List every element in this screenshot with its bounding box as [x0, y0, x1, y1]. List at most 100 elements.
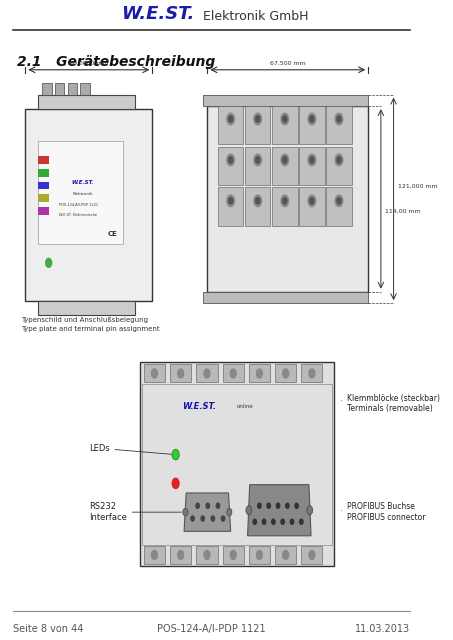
Circle shape [178, 369, 183, 378]
Circle shape [206, 503, 209, 508]
Circle shape [307, 506, 313, 515]
Circle shape [283, 369, 289, 378]
Circle shape [228, 198, 233, 204]
Circle shape [299, 519, 303, 524]
Circle shape [276, 503, 280, 508]
Circle shape [196, 503, 199, 508]
Circle shape [286, 503, 289, 508]
Circle shape [258, 503, 261, 508]
Bar [326, 147, 352, 185]
Bar [326, 188, 352, 226]
Circle shape [310, 198, 314, 204]
Circle shape [310, 116, 314, 122]
Circle shape [227, 113, 235, 125]
Bar [38, 169, 48, 177]
Circle shape [254, 195, 261, 207]
Bar [272, 188, 298, 226]
Bar [245, 147, 270, 185]
Bar [249, 365, 270, 382]
Bar [299, 106, 325, 144]
Circle shape [254, 113, 261, 125]
Circle shape [191, 516, 194, 521]
Circle shape [335, 113, 343, 125]
Bar [38, 182, 48, 189]
Circle shape [172, 449, 179, 460]
Circle shape [308, 154, 316, 166]
Circle shape [204, 369, 210, 378]
Circle shape [309, 369, 315, 378]
Bar [222, 546, 244, 564]
Circle shape [246, 506, 252, 515]
Text: W.E.ST.: W.E.ST. [71, 180, 94, 186]
Text: RS232
Interface: RS232 Interface [89, 502, 181, 522]
Circle shape [151, 550, 158, 559]
Circle shape [211, 516, 215, 521]
Circle shape [281, 154, 289, 166]
Circle shape [308, 195, 316, 207]
Circle shape [262, 519, 266, 524]
Text: Elektronik GmbH: Elektronik GmbH [199, 10, 308, 23]
Circle shape [256, 369, 262, 378]
Bar [218, 147, 243, 185]
Circle shape [151, 369, 158, 378]
Bar [299, 188, 325, 226]
Bar [38, 195, 48, 202]
Circle shape [256, 550, 262, 559]
Text: Typenschild und Anschlußsbelegung
Type plate and terminal pin assignment: Typenschild und Anschlußsbelegung Type p… [21, 317, 160, 332]
Circle shape [309, 550, 315, 559]
Bar [301, 546, 323, 564]
Circle shape [283, 116, 287, 122]
Text: 114,00 mm: 114,00 mm [385, 209, 421, 214]
Text: POS-124-A/I-PDP 1121: POS-124-A/I-PDP 1121 [59, 204, 98, 207]
Circle shape [308, 113, 316, 125]
Bar [196, 546, 217, 564]
Circle shape [283, 550, 289, 559]
Polygon shape [248, 484, 311, 536]
Circle shape [204, 550, 210, 559]
Circle shape [290, 519, 294, 524]
Bar [249, 546, 270, 564]
Bar [55, 83, 64, 95]
Polygon shape [184, 493, 231, 531]
Bar [25, 109, 152, 301]
Text: Klemmblöcke (steckbar)
Terminals (removable): Klemmblöcke (steckbar) Terminals (remova… [341, 394, 440, 413]
Text: W.E.ST. Elektronische: W.E.ST. Elektronische [59, 213, 97, 217]
Text: POS-124-A/I-PDP 1121: POS-124-A/I-PDP 1121 [157, 624, 266, 634]
Text: CE: CE [107, 231, 117, 237]
Circle shape [255, 198, 260, 204]
Bar [38, 301, 135, 316]
Circle shape [222, 516, 225, 521]
Bar [207, 106, 368, 292]
Circle shape [283, 198, 287, 204]
Circle shape [255, 157, 260, 163]
Bar [67, 83, 77, 95]
Bar [42, 83, 52, 95]
Circle shape [228, 157, 233, 163]
Text: 67,500 mm: 67,500 mm [270, 61, 306, 66]
Bar [144, 546, 165, 564]
Bar [38, 207, 48, 215]
Circle shape [337, 198, 341, 204]
Circle shape [227, 508, 232, 516]
Bar [218, 106, 243, 144]
Circle shape [227, 154, 235, 166]
Circle shape [254, 154, 261, 166]
Bar [170, 546, 191, 564]
Text: 121,000 mm: 121,000 mm [398, 184, 438, 189]
Bar [245, 188, 270, 226]
Bar [38, 141, 123, 244]
Circle shape [228, 116, 233, 122]
Bar [272, 106, 298, 144]
Bar [144, 365, 165, 382]
Bar [80, 83, 90, 95]
Bar [326, 106, 352, 144]
Circle shape [281, 519, 284, 524]
Bar [301, 365, 323, 382]
Text: LEDs: LEDs [89, 444, 173, 454]
Circle shape [281, 113, 289, 125]
Circle shape [281, 195, 289, 207]
Circle shape [183, 508, 188, 516]
Text: online: online [237, 404, 254, 409]
Bar [142, 383, 332, 545]
Circle shape [335, 154, 343, 166]
